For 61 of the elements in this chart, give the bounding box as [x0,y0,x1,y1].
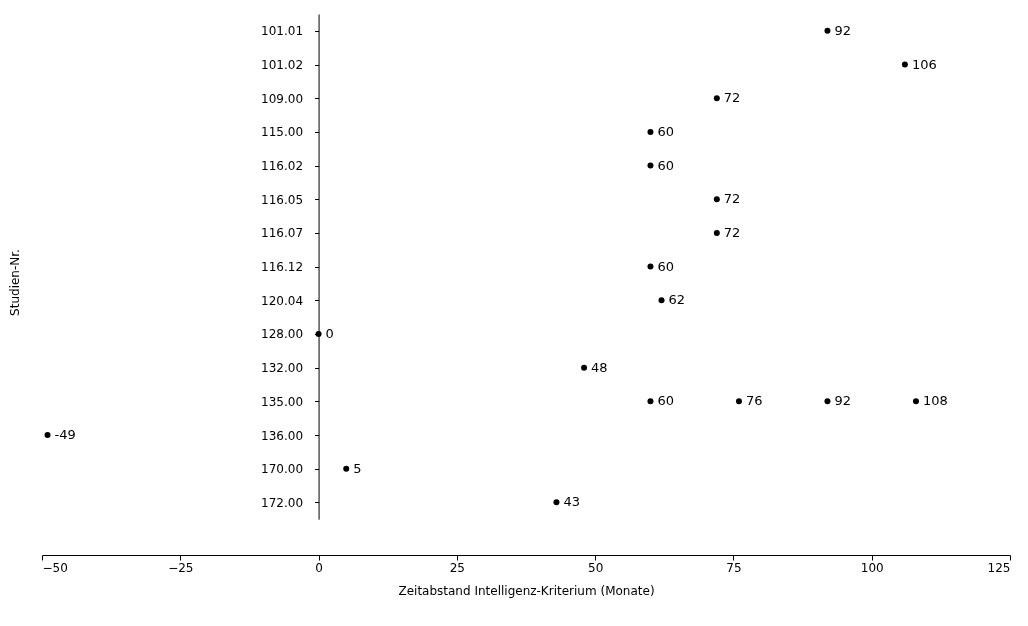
x-tick-label: 125 [987,560,1011,575]
x-axis-title: Zeitabstand Intelligenz-Kriterium (Monate) [398,583,655,598]
x-tick-label: 75 [726,560,742,575]
point [713,229,720,236]
point [553,499,560,506]
point [824,27,831,34]
point [658,297,665,304]
data-label: 72 [723,90,741,106]
x-tick-label: −25 [168,560,194,575]
data-label: 72 [723,224,741,240]
point [315,330,322,337]
y-tick-label: 101.02 [261,58,304,73]
y-axis-title: Studien-Nr. [8,249,22,316]
y-tick-label: 101.01 [261,24,304,39]
data-label: 60 [657,393,674,409]
data-label: 76 [745,393,763,409]
point [713,196,720,203]
point [647,128,654,135]
point [901,61,908,68]
point [647,263,654,270]
data-label: 0 [325,325,334,341]
data-label: 92 [834,22,852,38]
x-tick-label: −50 [42,560,68,575]
point [735,398,742,405]
data-label: 5 [353,460,362,476]
x-tick-label: 100 [860,560,884,575]
data-label: 60 [657,123,674,139]
y-tick-label: 116.07 [261,226,304,241]
point [647,398,654,405]
data-label: 60 [657,157,674,173]
data-label: -49 [54,427,76,442]
point [912,398,919,405]
y-tick-label: 116.05 [261,192,304,207]
y-tick-label: 170.00 [261,462,304,477]
y-tick-label: 132.00 [261,361,304,376]
y-tick-label: 115.00 [261,125,304,140]
point [824,398,831,405]
data-label: 72 [723,191,741,207]
y-tick-label: 120.04 [261,293,304,308]
data-label: 43 [563,494,580,510]
y-tick-label: 172.00 [261,495,304,510]
x-tick-label: 50 [588,560,604,575]
y-tick-label: 116.02 [261,159,304,174]
data-label: 48 [591,359,608,375]
point [44,432,51,438]
data-label: 106 [911,56,937,72]
x-tick-label: 0 [315,560,323,575]
point [343,465,350,472]
y-tick-label: 136.00 [261,428,304,443]
data-label: 108 [922,393,948,409]
y-tick-label: 128.00 [261,327,304,342]
y-tick-label: 109.00 [261,91,304,106]
data-label: 62 [668,292,686,308]
x-tick-label: 25 [449,560,465,575]
point [713,95,720,102]
y-tick-label: 135.00 [261,394,304,409]
y-tick-label: 116.12 [261,260,304,275]
data-label: 92 [834,393,852,409]
data-label: 60 [657,258,674,274]
point [647,162,654,169]
point [581,364,588,371]
